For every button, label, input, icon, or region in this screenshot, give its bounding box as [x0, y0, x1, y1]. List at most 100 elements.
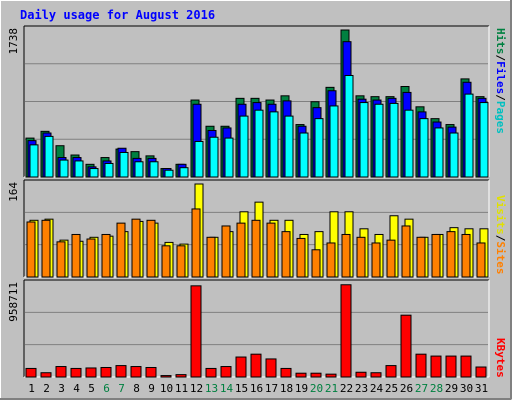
day-label: 5: [88, 382, 95, 395]
day-label: 17: [265, 382, 278, 395]
chart-title: Daily usage for August 2016: [20, 8, 215, 22]
pages-bar: [269, 111, 279, 178]
pages-bar: [359, 102, 369, 178]
sites-bar: [356, 236, 366, 278]
day-label: 7: [118, 382, 125, 395]
sites-bar: [281, 231, 291, 278]
pages-bar: [419, 118, 429, 178]
sites-bar: [71, 233, 81, 278]
kbytes-bar: [160, 375, 172, 378]
sites-bar: [146, 219, 156, 278]
pages-bar: [104, 162, 114, 178]
day-label: 23: [355, 382, 368, 395]
pages-bar: [479, 102, 489, 178]
pages-bar: [239, 115, 249, 178]
day-label: 21: [325, 382, 338, 395]
kbytes-bar: [190, 285, 202, 378]
day-label: 9: [148, 382, 155, 395]
sites-bar: [371, 242, 381, 278]
kbytes-bar: [250, 353, 262, 378]
day-label: 13: [205, 382, 218, 395]
sites-bar: [311, 249, 321, 278]
pages-bar: [164, 169, 174, 178]
pages-bar: [209, 136, 219, 178]
day-label: 6: [103, 382, 110, 395]
pages-bar: [464, 93, 474, 178]
day-label: 8: [133, 382, 140, 395]
sites-bar: [236, 222, 246, 278]
day-label: 26: [400, 382, 413, 395]
sites-bar: [41, 219, 51, 278]
day-label: 22: [340, 382, 353, 395]
pages-bar: [44, 135, 54, 178]
day-label: 1: [28, 382, 35, 395]
legend-hits: Hits: [494, 28, 507, 55]
kbytes-bar: [340, 284, 352, 378]
pages-bar: [179, 167, 189, 178]
day-label: 19: [295, 382, 308, 395]
kbytes-bar: [385, 365, 397, 378]
kbytes-bar: [280, 367, 292, 378]
kbytes-bar: [145, 366, 157, 378]
day-label: 25: [385, 382, 398, 395]
legend-separator: /: [494, 94, 507, 101]
pages-bar: [284, 115, 294, 178]
sites-bar: [56, 241, 66, 278]
pages-bar: [374, 103, 384, 178]
day-label: 27: [415, 382, 428, 395]
legend-panel3: KBytes: [494, 338, 507, 378]
day-label: 18: [280, 382, 293, 395]
day-label: 14: [220, 382, 234, 395]
sites-bar: [26, 221, 36, 278]
kbytes-bar: [265, 358, 277, 378]
kbytes-bar: [415, 353, 427, 378]
sites-bar: [191, 208, 201, 278]
legend-sites: Sites: [494, 241, 507, 274]
pages-bar: [299, 132, 309, 178]
sites-bar: [221, 225, 231, 278]
sites-bar: [131, 218, 141, 278]
kbytes-bar: [100, 366, 112, 378]
kbytes-bar: [115, 365, 127, 378]
day-label: 4: [73, 382, 80, 395]
legend-files: Files: [494, 61, 507, 94]
kbytes-bar: [40, 372, 52, 378]
kbytes-bar: [475, 366, 487, 378]
pages-bar: [59, 159, 69, 178]
pages-bar: [224, 137, 234, 178]
sites-bar: [446, 231, 456, 278]
sites-bar: [431, 233, 441, 278]
sites-bar: [206, 236, 216, 278]
day-label: 12: [190, 382, 203, 395]
kbytes-bar: [220, 366, 232, 378]
pages-bar: [119, 151, 129, 178]
kbytes-bar: [70, 367, 82, 378]
chart-marks: [25, 29, 489, 378]
sites-bar: [476, 242, 486, 278]
sites-bar: [251, 219, 261, 278]
pages-bar: [194, 140, 204, 178]
sites-bar: [401, 225, 411, 278]
pages-bar: [29, 144, 39, 178]
kbytes-bar: [85, 367, 97, 378]
day-label: 28: [430, 382, 443, 395]
day-label: 10: [160, 382, 173, 395]
legend-kbytes: KBytes: [494, 338, 507, 378]
day-label: 11: [175, 382, 188, 395]
kbytes-bar: [370, 372, 382, 378]
kbytes-bar: [130, 366, 142, 378]
panel-1-max-label: 1738: [7, 28, 20, 55]
pages-bar: [329, 105, 339, 178]
kbytes-bar: [55, 366, 67, 378]
day-label: 16: [250, 382, 263, 395]
kbytes-bar: [310, 372, 322, 378]
legend-visits: Visits: [494, 195, 507, 235]
pages-bar: [254, 109, 264, 178]
sites-bar: [161, 245, 171, 278]
sites-bar: [416, 236, 426, 278]
pages-bar: [134, 161, 144, 178]
day-label: 24: [370, 382, 384, 395]
